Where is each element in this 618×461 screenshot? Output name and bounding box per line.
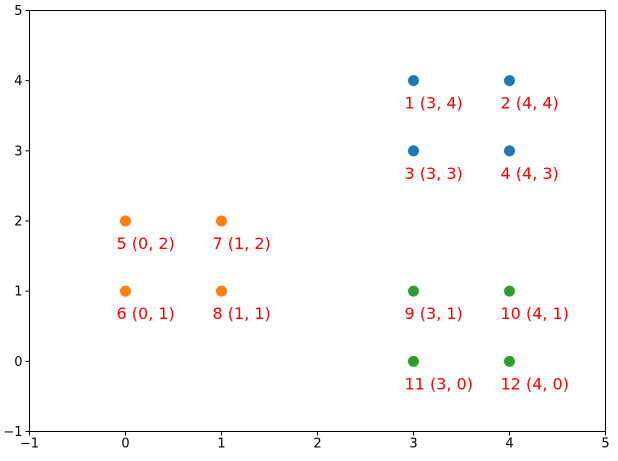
x-tick-label: 1 — [217, 437, 225, 452]
data-point — [120, 215, 131, 227]
y-axis-ticks: −1 0 1 2 3 4 5 — [3, 4, 30, 440]
data-point — [408, 75, 419, 87]
point-label: 11 (3, 0) — [405, 374, 473, 393]
x-tick-label: 4 — [505, 437, 513, 452]
y-tick-label: 5 — [14, 4, 22, 19]
data-point — [408, 285, 419, 297]
data-point — [504, 285, 515, 297]
y-tick-label: 4 — [14, 74, 22, 89]
data-point — [216, 215, 227, 227]
data-point — [408, 355, 419, 367]
x-tick-label: 3 — [409, 437, 417, 452]
point-label: 6 (0, 1) — [117, 304, 175, 323]
point-label: 10 (4, 1) — [501, 304, 569, 323]
y-tick-label: 2 — [14, 215, 22, 230]
point-label: 7 (1, 2) — [213, 234, 271, 253]
data-points — [120, 75, 515, 367]
point-label: 4 (4, 3) — [501, 164, 559, 183]
x-tick-label: 2 — [313, 437, 321, 452]
data-point — [504, 75, 515, 87]
x-axis-ticks: −1 0 1 2 3 4 5 — [20, 431, 610, 452]
point-label: 8 (1, 1) — [213, 304, 271, 323]
data-point — [120, 285, 131, 297]
point-labels: 1 (3, 4) 2 (4, 4) 3 (3, 3) 4 (4, 3) 5 (0, 2)… — [117, 94, 569, 394]
point-label: 9 (3, 1) — [405, 304, 463, 323]
data-point — [504, 355, 515, 367]
x-tick-label: −1 — [20, 437, 39, 452]
y-tick-label: 0 — [14, 355, 22, 370]
y-tick-label: 3 — [14, 144, 22, 159]
x-tick-label: 0 — [121, 437, 129, 452]
plot-frame — [29, 10, 606, 432]
x-tick-label: 5 — [601, 437, 609, 452]
point-label: 2 (4, 4) — [501, 94, 559, 113]
point-label: 3 (3, 3) — [405, 164, 463, 183]
data-point — [408, 145, 419, 157]
y-tick-label: −1 — [3, 425, 22, 440]
point-label: 5 (0, 2) — [117, 234, 175, 253]
y-tick-label: 1 — [14, 285, 22, 300]
point-label: 1 (3, 4) — [405, 94, 463, 113]
point-label: 12 (4, 0) — [501, 374, 569, 393]
data-point — [216, 285, 227, 297]
data-point — [504, 145, 515, 157]
